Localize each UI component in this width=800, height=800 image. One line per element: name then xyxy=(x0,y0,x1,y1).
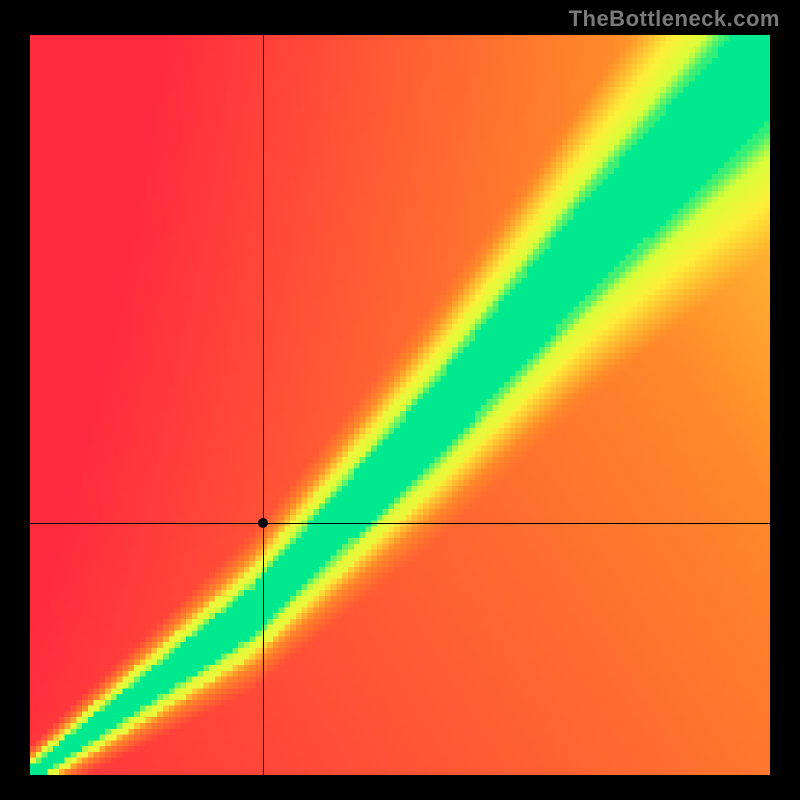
crosshair-vertical xyxy=(263,35,264,775)
heatmap-canvas xyxy=(30,35,770,775)
data-point-marker xyxy=(258,518,268,528)
heatmap-plot xyxy=(30,35,770,775)
chart-container: TheBottleneck.com xyxy=(0,0,800,800)
crosshair-horizontal xyxy=(30,523,770,524)
watermark-text: TheBottleneck.com xyxy=(569,6,780,32)
